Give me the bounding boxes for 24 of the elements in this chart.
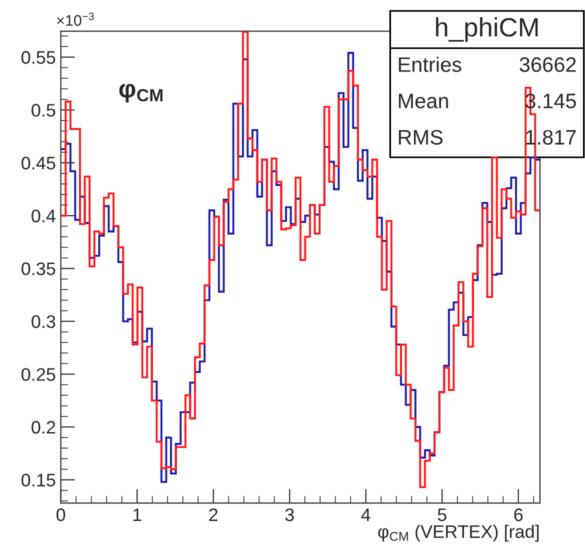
annotation: Entries: [398, 56, 462, 72]
annotation: Mean: [398, 94, 448, 108]
y-tick-label: 0.45: [22, 156, 56, 170]
x-tick-label: 1: [133, 508, 142, 522]
annotation: h_phiCM: [436, 17, 538, 42]
annotation: 36662: [520, 57, 576, 72]
y-tick-label: 0.5: [32, 104, 56, 117]
x-tick-label: 3: [285, 508, 294, 522]
y-tick-label: 0.3: [32, 315, 56, 328]
annotation: RMS: [398, 130, 443, 145]
y-tick-label: 0.15: [22, 474, 56, 487]
x-tick-label: 5: [438, 508, 446, 522]
x-tick-label: 2: [209, 508, 218, 522]
y-tick-label: 0.25: [22, 368, 56, 381]
x-tick-label: 6: [514, 508, 523, 522]
y-tick-label: 0.55: [22, 51, 56, 64]
y-tick-label: 0.35: [22, 262, 56, 276]
y-tick-label: 0.2: [32, 420, 56, 434]
annotation: φ$_{CM}$: [119, 84, 162, 102]
text: ×10$^{−3}$: [57, 12, 94, 26]
y-tick-label: 0.4: [32, 210, 56, 222]
x-tick-label: 0: [56, 508, 66, 522]
x-axis-title: φ$_{CM}$ (VERTEX) [rad]: [378, 524, 539, 542]
x-tick-label: 4: [361, 508, 370, 522]
